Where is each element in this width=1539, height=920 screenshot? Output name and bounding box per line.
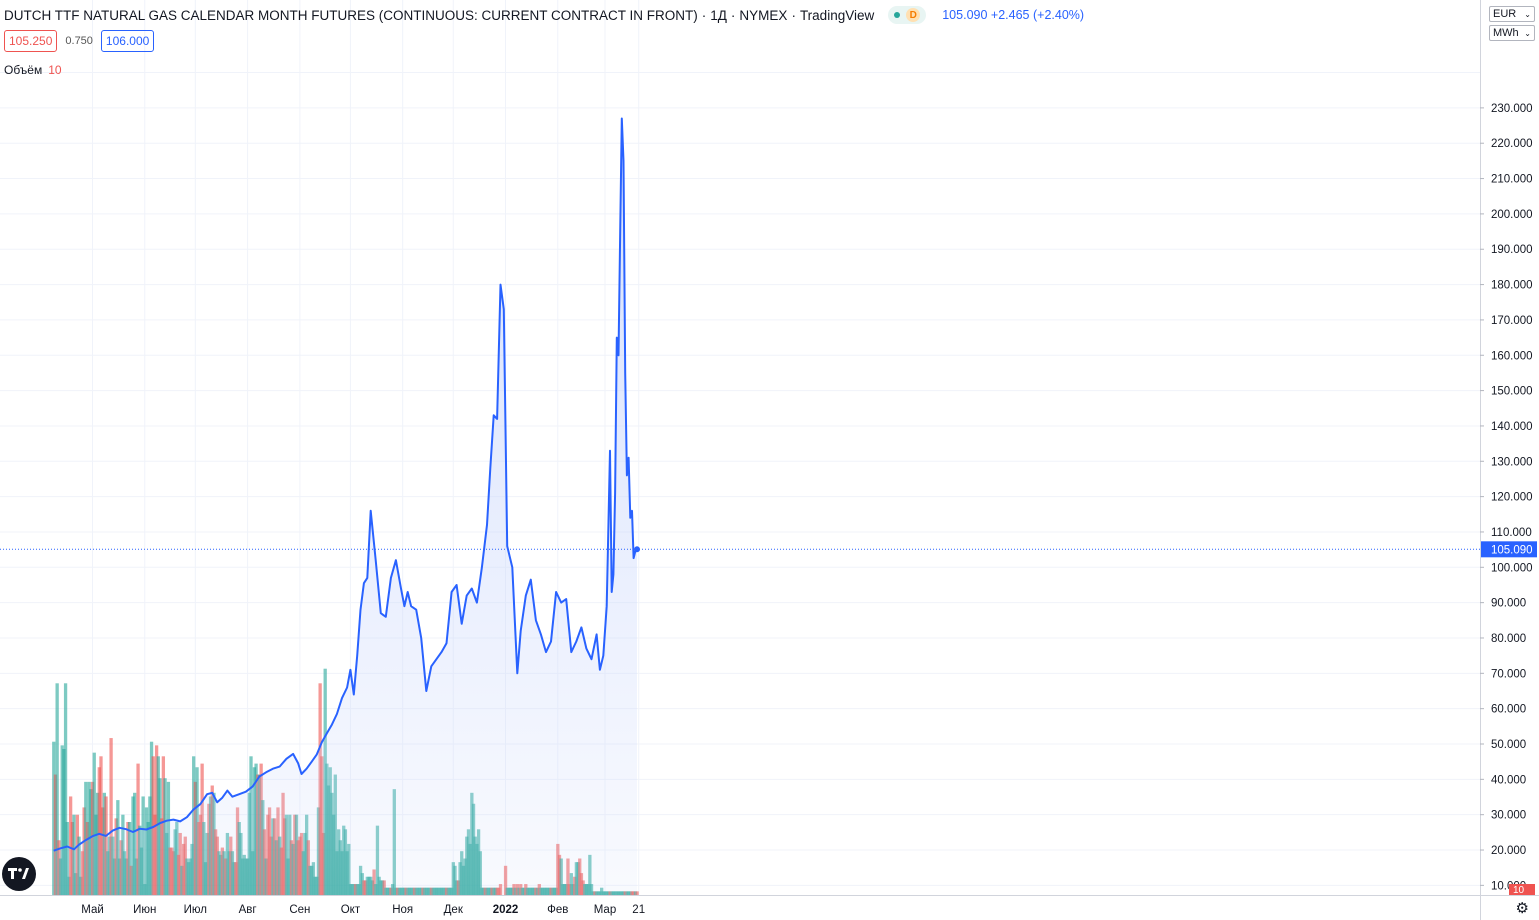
y-tick-label: 70.000	[1491, 668, 1526, 680]
y-tick-label: 220.000	[1491, 138, 1533, 150]
quote-row: 105.250 0.750 106.000	[4, 30, 155, 52]
x-tick-label: Ноя	[392, 904, 413, 916]
chevron-down-icon: ⌄	[1524, 28, 1531, 38]
exchange-label: NYMEX	[739, 7, 788, 23]
grid	[0, 0, 1480, 895]
separator: ·	[791, 7, 796, 23]
last-price-axis-label: 105.090	[1491, 544, 1533, 556]
y-tick-label: 140.000	[1491, 421, 1533, 433]
x-tick-label: Июн	[133, 904, 156, 916]
volume-axis-label: 10	[1513, 885, 1525, 896]
y-tick-label: 180.000	[1491, 280, 1533, 292]
tradingview-logo-icon[interactable]	[2, 857, 36, 891]
y-tick-label: 120.000	[1491, 492, 1533, 504]
price-change: +2.465	[990, 8, 1030, 22]
price-change-pct: (+2.40%)	[1032, 8, 1085, 22]
x-tick-label: Сен	[289, 904, 310, 916]
symbol-title[interactable]: DUTCH TTF NATURAL GAS CALENDAR MONTH FUT…	[4, 7, 698, 23]
volume-value: 10	[48, 63, 62, 77]
volume-bar	[149, 741, 154, 895]
status-dot-icon	[894, 12, 901, 18]
y-tick-label: 210.000	[1491, 174, 1533, 186]
y-tick-label: 190.000	[1491, 244, 1533, 256]
volume-label: Объём	[4, 63, 43, 77]
ask-price[interactable]: 106.000	[100, 30, 155, 52]
x-tick-label: Июл	[184, 904, 207, 916]
logo-mark	[8, 868, 29, 879]
volume-legend[interactable]: Объём 10	[4, 63, 62, 77]
y-tick-label: 60.000	[1491, 704, 1526, 716]
x-tick-label: Дек	[444, 904, 464, 916]
volume-axis-badge	[1509, 884, 1535, 895]
volume-bar	[60, 745, 64, 895]
price-line	[53, 117, 638, 852]
y-tick-label: 90.000	[1491, 598, 1526, 610]
volume-bar	[62, 749, 66, 895]
y-tick-label: 100.000	[1491, 562, 1533, 574]
y-tick-label: 170.000	[1491, 315, 1533, 327]
volume-bar	[99, 756, 103, 895]
separator: ·	[701, 7, 707, 23]
x-tick-label: Авг	[239, 904, 257, 916]
y-tick-label: 150.000	[1491, 386, 1533, 398]
x-tick-label: Окт	[341, 904, 361, 916]
chevron-down-icon: ⌄	[1524, 9, 1531, 19]
x-tick-label: Фев	[547, 904, 568, 916]
unit-select[interactable]: MWh ⌄	[1489, 25, 1535, 41]
status-badge: D	[906, 8, 921, 22]
volume-bar	[68, 796, 73, 895]
y-tick-label: 30.000	[1491, 810, 1526, 822]
volume-bar	[151, 756, 155, 895]
y-tick-label: 50.000	[1491, 739, 1526, 751]
volume-bar	[635, 891, 639, 895]
interval-label[interactable]: 1Д	[710, 7, 727, 23]
volume-bar	[109, 738, 113, 895]
last-price-value: 105.090	[942, 8, 988, 22]
last-price-axis-badge	[1481, 541, 1537, 558]
volume-bar	[84, 781, 88, 895]
x-tick-label: 21	[632, 904, 645, 916]
spread-value: 0.750	[65, 35, 93, 47]
bid-price[interactable]: 105.250	[4, 30, 58, 52]
y-tick-label: 130.000	[1491, 456, 1533, 468]
volume-bar	[97, 767, 101, 895]
unit-value: MWh	[1493, 27, 1519, 39]
x-tick-label: 2022	[493, 904, 519, 916]
price-area	[53, 117, 641, 895]
chart-header: DUTCH TTF NATURAL GAS CALENDAR MONTH FUT…	[4, 6, 1084, 24]
volume-bar	[55, 683, 59, 895]
y-tick-label: 80.000	[1491, 633, 1526, 645]
separator: ·	[730, 7, 736, 23]
volume-bar	[63, 683, 68, 895]
y-tick-label: 230.000	[1491, 103, 1533, 115]
volume-bar	[53, 774, 58, 895]
price-area-fill	[53, 118, 637, 895]
y-tick-label: 20.000	[1491, 845, 1526, 857]
currency-select[interactable]: EUR ⌄	[1489, 6, 1535, 22]
gear-icon[interactable]: ⚙	[1515, 900, 1529, 917]
volume-bar	[92, 752, 96, 895]
currency-value: EUR	[1493, 8, 1517, 20]
x-tick-label: Мар	[594, 904, 617, 916]
last-price-dot	[634, 546, 641, 553]
y-tick-label: 40.000	[1491, 774, 1526, 786]
last-price: 105.090 +2.465 (+2.40%)	[942, 8, 1084, 22]
x-tick-label: Май	[81, 904, 104, 916]
volume-bar	[52, 741, 56, 895]
y-tick-label: 200.000	[1491, 209, 1533, 221]
volume-bar	[154, 745, 159, 895]
market-status-icon[interactable]: D	[888, 6, 927, 24]
source-label: TradingView	[799, 7, 875, 23]
y-tick-label: 160.000	[1491, 350, 1533, 362]
y-tick-label: 110.000	[1491, 527, 1532, 539]
